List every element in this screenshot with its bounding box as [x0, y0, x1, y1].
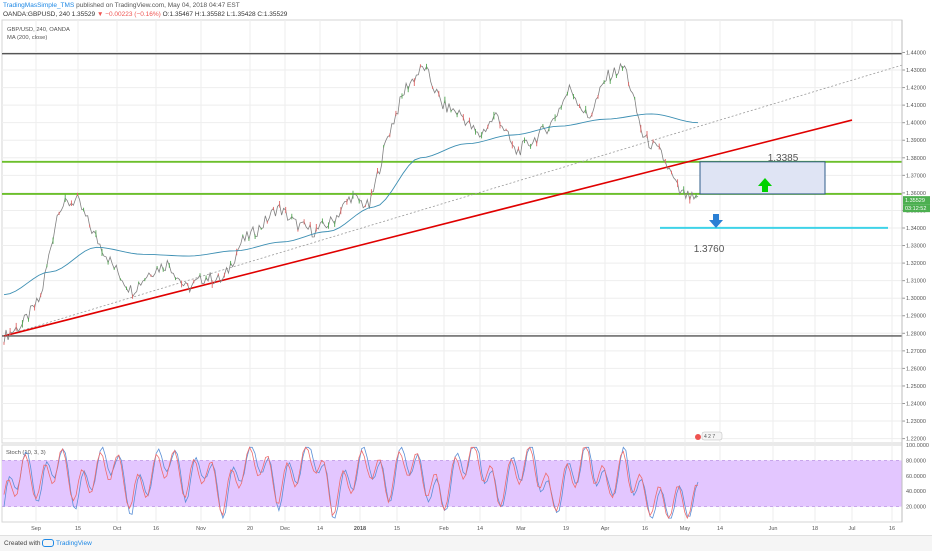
event-flag-icon	[695, 434, 701, 440]
x-axis-label: Apr	[601, 526, 610, 532]
x-axis-label: 15	[394, 526, 400, 532]
legend-symbol: GBP/USD, 240, OANDA	[7, 27, 70, 33]
chart-header: TradingMasSimple_TMS published on Tradin…	[0, 0, 932, 20]
symbol-info: OANDA:GBPUSD, 240 1.35529 ▼ −0.00223 (−0…	[3, 10, 287, 19]
x-axis-label: 20	[247, 526, 253, 532]
footer-bar: Created with TradingView	[0, 535, 932, 551]
symbol-label: OANDA:GBPUSD, 240	[3, 11, 70, 18]
y-axis-label: 1.44000	[906, 50, 926, 56]
stoch-y-axis-label: 60.0000	[906, 474, 926, 480]
up-arrow-icon	[758, 178, 772, 192]
y-axis-label: 1.43000	[906, 68, 926, 74]
y-axis-label: 1.37000	[906, 173, 926, 179]
price-chart[interactable]: 1.44000 1.43000 1.42000 1.41000 1.40000 1.390…	[0, 0, 932, 535]
tradingview-logo-icon	[42, 539, 54, 548]
x-axis-label: 19	[563, 526, 569, 532]
countdown-tag-label: 03:12:52	[905, 206, 926, 212]
y-axis-label: 1.38000	[906, 156, 926, 162]
x-axis-label: 14	[717, 526, 723, 532]
y-axis-label: 1.22000	[906, 437, 926, 443]
y-axis-label: 1.41000	[906, 103, 926, 109]
x-axis-label: 2018	[354, 526, 366, 532]
price-tag-box	[903, 196, 930, 205]
x-axis-label: Mar	[516, 526, 526, 532]
y-axis-label: 1.33000	[906, 244, 926, 250]
event-badge	[695, 431, 723, 441]
tradingview-logo[interactable]: TradingView	[42, 536, 92, 551]
event-badge-box	[701, 431, 723, 441]
stoch-y-axis-label: 100.0000	[906, 443, 929, 449]
y-axis-label: 1.39000	[906, 138, 926, 144]
x-axis-label: Feb	[439, 526, 448, 532]
price-tag-label: 1.35529	[905, 198, 925, 204]
ohlc-values: O:1.35467 H:1.35582 L:1.35428 C:1.35529	[162, 11, 288, 18]
y-axis-label: 1.30000	[906, 296, 926, 302]
published-text: published on TradingView.com, May 04, 20…	[76, 2, 240, 9]
ma200-line	[3, 113, 699, 296]
y-axis-label: 1.25000	[906, 384, 926, 390]
x-axis-label: Jul	[848, 526, 855, 532]
x-axis-label: Jun	[769, 526, 778, 532]
stoch-y-axis-label: 80.0000	[906, 458, 926, 464]
y-axis-label: 1.42000	[906, 86, 926, 92]
up-level-label: 1.3385	[768, 153, 799, 164]
y-axis-label: 1.23000	[906, 419, 926, 425]
y-axis-label: 1.26000	[906, 366, 926, 372]
x-axis-label: 16	[889, 526, 895, 532]
x-axis-label: Dec	[280, 526, 290, 532]
red-trendline	[3, 119, 853, 337]
x-axis-label: 14	[477, 526, 483, 532]
down-arrow-shape	[709, 214, 723, 228]
y-axis-label: 1.40000	[906, 121, 926, 127]
event-badge-label: 4 2 7	[704, 434, 715, 440]
price-series-line	[3, 62, 699, 344]
created-with-text: Created with	[4, 540, 41, 547]
down-arrow-icon	[709, 214, 723, 228]
x-axis-label: Nov	[196, 526, 206, 532]
x-axis-label: May	[680, 526, 691, 532]
x-axis-label: 14	[317, 526, 323, 532]
legend-ma: MA (200, close)	[7, 35, 47, 41]
stoch-y-axis-label: 40.0000	[906, 489, 926, 495]
x-axis-label: Oct	[113, 526, 122, 532]
x-axis-label: Sep	[31, 526, 41, 532]
x-axis-label: 18	[812, 526, 818, 532]
y-axis-label: 1.28000	[906, 331, 926, 337]
y-axis-label: 1.29000	[906, 314, 926, 320]
last-price: 1.35529	[71, 11, 96, 18]
stoch-legend: Stoch (10, 3, 3)	[6, 450, 46, 456]
x-axis-label: 16	[153, 526, 159, 532]
y-axis-label: 1.24000	[906, 402, 926, 408]
y-axis-label: 1.36000	[906, 191, 926, 197]
y-axis-label: 1.34000	[906, 226, 926, 232]
x-axis-label: 16	[642, 526, 648, 532]
author-link[interactable]: TradingMasSimple_TMS	[3, 2, 75, 9]
main-grid	[2, 20, 902, 522]
main-pane	[1, 19, 903, 444]
dotted-trendline	[3, 64, 903, 337]
candle-ticks	[3, 63, 697, 345]
stoch-y-axis-label: 20.0000	[906, 505, 926, 511]
x-axis-label: 15	[75, 526, 81, 532]
y-axis-label: 1.27000	[906, 349, 926, 355]
y-axis-label: 1.31000	[906, 279, 926, 285]
countdown-tag-box	[903, 204, 930, 213]
price-change: ▼ −0.00223 (−0.16%)	[96, 11, 161, 18]
y-axis-label: 1.32000	[906, 261, 926, 267]
up-arrow-shape	[758, 178, 772, 192]
down-level-label: 1.3760	[694, 244, 725, 255]
stoch-d-line	[3, 446, 699, 520]
